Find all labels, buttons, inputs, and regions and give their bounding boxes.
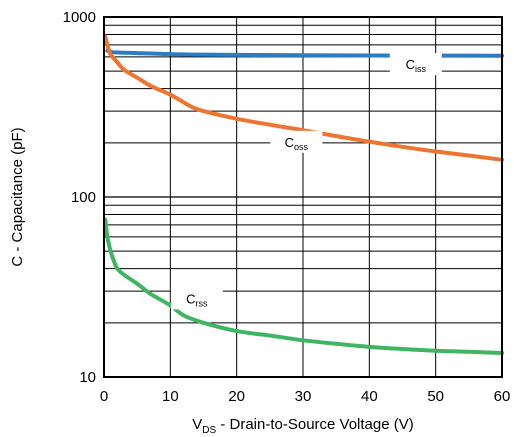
x-tick-label: 30 xyxy=(295,388,312,405)
x-axis-title-main: V xyxy=(192,416,202,433)
x-tick-label: 60 xyxy=(494,388,511,405)
y-axis-title: C - Capacitance (pF) xyxy=(9,127,26,266)
plot-frame xyxy=(103,16,503,378)
x-tick-label: 10 xyxy=(162,388,179,405)
series-line-iss xyxy=(105,48,504,58)
y-tick-label: 10 xyxy=(79,369,96,386)
x-tick-label: 50 xyxy=(427,388,444,405)
x-axis-title-rest: - Drain-to-Source Voltage (V) xyxy=(216,416,414,433)
series-line-oss xyxy=(103,34,504,162)
series-line-rss xyxy=(103,217,504,355)
series-label-background xyxy=(170,287,223,310)
series-label-rss: Crss xyxy=(186,291,208,308)
x-tick-label: 40 xyxy=(361,388,378,405)
series-label-sub: rss xyxy=(196,298,208,308)
series-label-iss: Ciss xyxy=(406,57,427,74)
series-label-sub: iss xyxy=(415,64,426,74)
grid-layer xyxy=(104,17,502,377)
y-tick-label: 1000 xyxy=(63,9,96,26)
x-axis-title: VDS - Drain-to-Source Voltage (V) xyxy=(192,416,414,436)
series-label-main: C xyxy=(285,135,294,150)
x-tick-label: 0 xyxy=(100,388,108,405)
x-axis-title-sub: DS xyxy=(202,425,216,436)
series-layer xyxy=(103,34,504,355)
series-label-main: C xyxy=(406,57,415,72)
x-tick-label: 20 xyxy=(228,388,245,405)
series-label-main: C xyxy=(186,291,195,306)
series-label-oss: Coss xyxy=(285,135,309,152)
series-label-background xyxy=(389,53,442,76)
series-label-sub: oss xyxy=(294,142,309,152)
series-label-background xyxy=(270,130,323,153)
y-tick-label: 100 xyxy=(71,189,96,206)
